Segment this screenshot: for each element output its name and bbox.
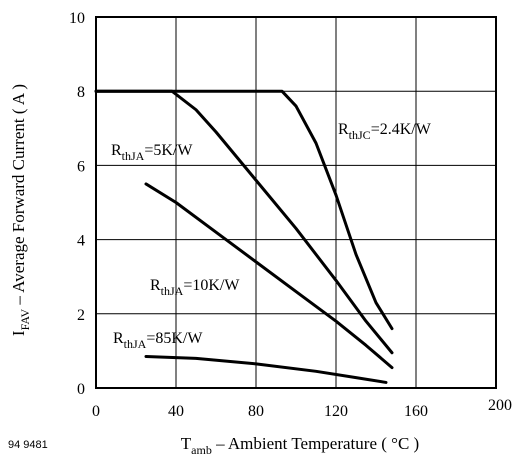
y-tick-label: 10	[69, 10, 85, 27]
series-line-2	[144, 182, 394, 370]
y-tick-labels: 0 2 4 6 8 10	[69, 10, 85, 398]
y-tick-label: 8	[77, 84, 85, 101]
series-label-rthja-85: RthJA=85K/W	[113, 330, 203, 351]
x-tick-label: 120	[324, 403, 348, 420]
x-tick-label: 80	[248, 403, 264, 420]
series-label-rthja-10: RthJA=10K/W	[150, 277, 240, 298]
figure-code: 94 9481	[8, 439, 48, 451]
x-tick-labels: 0 40 80 120 160 200	[92, 397, 512, 420]
x-tick-label: 200	[488, 397, 512, 414]
y-tick-label: 4	[77, 233, 85, 250]
series-line-0	[94, 89, 394, 331]
y-tick-label: 0	[77, 381, 85, 398]
y-tick-label: 6	[77, 158, 85, 175]
x-tick-label: 160	[404, 403, 428, 420]
y-axis-label: IFAV – Average Forward Current ( A )	[9, 84, 32, 336]
grid	[96, 17, 496, 388]
x-tick-label: 40	[168, 403, 184, 420]
series-line-3	[144, 354, 388, 384]
series-line-1	[94, 89, 394, 355]
series-label-rthja-5: RthJA=5K/W	[111, 142, 193, 163]
y-tick-label: 2	[77, 307, 85, 324]
series-lines	[94, 89, 394, 384]
series-label-rthjc-2-4: RthJC=2.4K/W	[338, 121, 432, 142]
x-axis-label: Tamb – Ambient Temperature ( °C )	[181, 434, 419, 456]
plot-frame	[95, 16, 497, 389]
x-tick-label: 0	[92, 403, 100, 420]
